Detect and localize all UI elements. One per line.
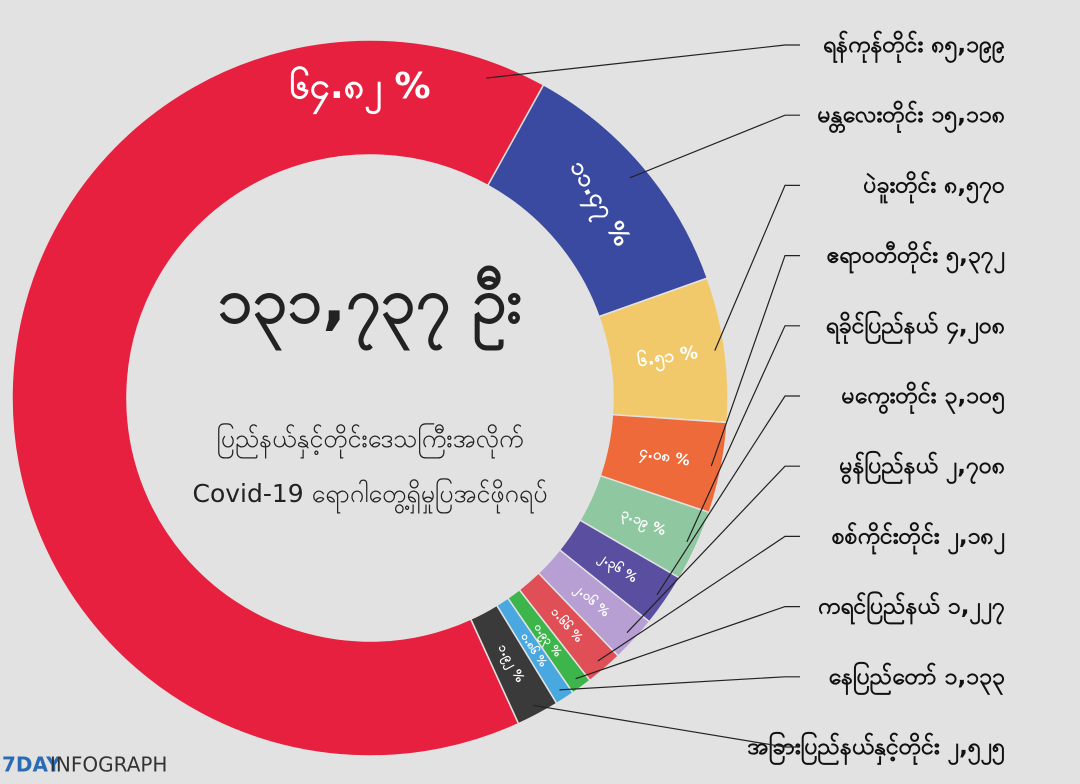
center-value: ၁၃၁,၇၃၇ ဦး: [218, 264, 523, 350]
category-name: ရခိုင်ပြည်နယ်: [826, 310, 939, 343]
category-label: ဧရာဝတီတိုင်း ၅,၃၇၂: [826, 241, 1005, 273]
value-label: ၅,၃၇၂: [946, 242, 1005, 273]
category-name: မွန်ပြည်နယ်: [839, 451, 938, 484]
category-label: ရန်ကုန်တိုင်း ၈၅,၁၉၉: [823, 31, 1005, 63]
category-label: စစ်ကိုင်းတိုင်း ၂,၁၈၂: [832, 522, 1005, 554]
leader-line: [533, 704, 800, 748]
leader-line: [597, 535, 800, 662]
value-label: ၁,၂၂၇: [948, 593, 1005, 624]
value-label: ၂,၅၂၅: [948, 734, 1005, 765]
leader-line: [714, 184, 800, 351]
category-label: အခြားပြည်နယ်နှင့်တိုင်း ၂,၅၂၅: [747, 732, 1005, 765]
category-name: မကွေးတိုင်း: [842, 382, 937, 414]
category-name: စစ်ကိုင်းတိုင်း: [832, 522, 940, 554]
slices: [11, 39, 729, 757]
leader-line: [710, 255, 800, 467]
category-label: နေပြည်တော် ၁,၁၃၃: [829, 661, 1006, 694]
percent-label: ၆၄.၈၂ %: [289, 66, 430, 115]
category-name: ဧရာဝတီတိုင်း: [826, 241, 938, 273]
slice: [469, 604, 558, 725]
category-name: နေပြည်တော်: [829, 661, 937, 694]
category-name: ရန်ကုန်တိုင်း: [823, 31, 924, 63]
slice: [11, 39, 545, 757]
value-label: ၁၅,၁၁၈: [931, 102, 1005, 133]
leader-line: [626, 465, 800, 634]
category-name: အခြားပြည်နယ်နှင့်တိုင်း: [747, 732, 939, 765]
category-label: ကရင်ပြည်နယ် ၁,၂၂၇: [818, 591, 1005, 624]
category-label: မကွေးတိုင်း ၃,၁၀၅: [842, 382, 1005, 414]
value-label: ၈,၅၇၀: [944, 172, 1005, 203]
leader-line: [559, 676, 800, 691]
category-name: ကရင်ပြည်နယ်: [818, 591, 941, 624]
category-label: ပဲခူးတိုင်း ၈,၅၇၀: [863, 171, 1005, 203]
subtitle: ပြည်နယ်နှင့်တိုင်းဒေသကြီးအလိုက်: [217, 423, 524, 459]
leader-line: [486, 44, 800, 79]
value-label: ၈၅,၁၉၉: [931, 32, 1005, 63]
leader-line: [575, 605, 800, 680]
brand-suffix: INFOGRAPH: [50, 753, 167, 777]
category-label: မွန်ပြည်နယ် ၂,၇၀၈: [839, 451, 1005, 484]
category-name: မန္တလေးတိုင်း: [817, 101, 923, 133]
value-label: ၃,၁၀၅: [945, 383, 1006, 414]
value-label: ၂,၇၀၈: [946, 453, 1005, 484]
category-label: မန္တလေးတိုင်း ၁၅,၁၁၈: [817, 101, 1005, 133]
category-label: ရခိုင်ပြည်နယ် ၄,၂၀၈: [826, 310, 1005, 343]
value-label: ၁,၁၃၃: [945, 663, 1006, 694]
leader-line: [629, 114, 800, 179]
brand: 7DAY: [2, 753, 61, 777]
value-label: ၄,၂၀၈: [946, 312, 1005, 343]
value-label: ၂,၁၈၂: [948, 523, 1005, 554]
subtitle: Covid-19 ရောဂါတွေ့ရှိမှုပြအင်ဖိုဂရပ်: [193, 478, 548, 514]
category-name: ပဲခူးတိုင်း: [863, 171, 936, 203]
leader-line: [656, 395, 800, 596]
leader-line: [686, 325, 800, 543]
